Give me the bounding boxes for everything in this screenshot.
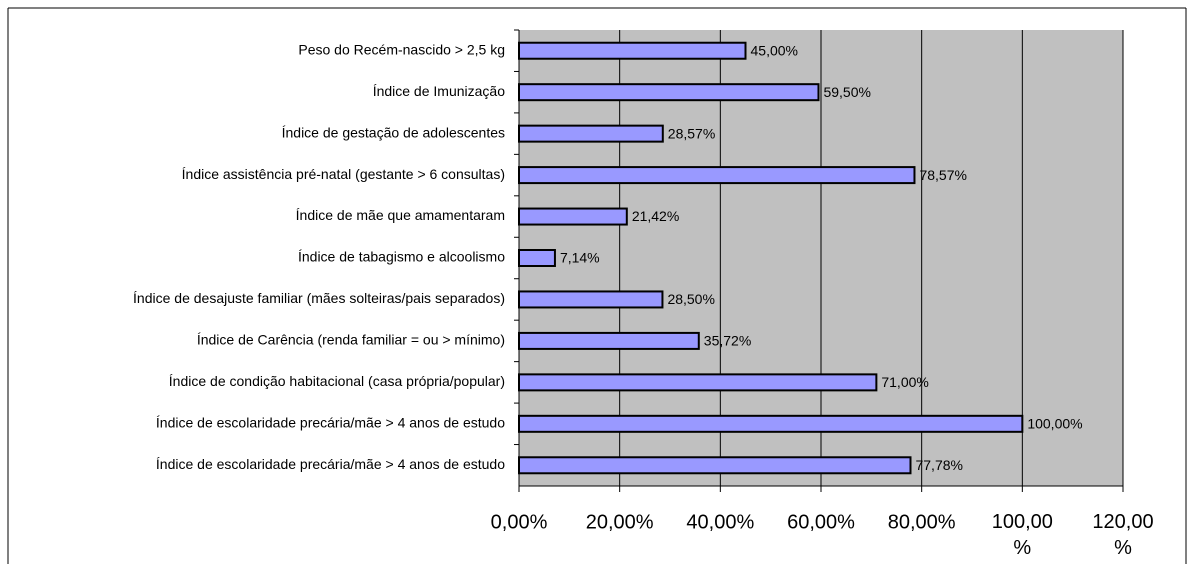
value-label: 100,00%	[1027, 416, 1082, 432]
bar	[518, 41, 747, 60]
x-tick-label: 0,00%	[491, 511, 548, 533]
value-label: 71,00%	[881, 374, 928, 390]
value-label: 28,50%	[667, 291, 714, 307]
y-tick-label: Índice de mãe que amamentaram	[296, 207, 505, 223]
value-label: 45,00%	[751, 42, 798, 58]
x-tick-label: 60,00%	[787, 511, 855, 533]
bar	[518, 290, 664, 309]
y-tick-label: Índice de Imunização	[373, 83, 506, 99]
x-tick-label-line: 100,00	[992, 511, 1053, 533]
bar	[518, 373, 878, 392]
y-tick-label: Índice de desajuste familiar (mães solte…	[133, 290, 505, 306]
y-tick-label: Índice de escolaridade precária/mãe > 4 …	[156, 415, 505, 431]
x-tick-label: 80,00%	[888, 511, 956, 533]
x-tick-label: 40,00%	[686, 511, 754, 533]
y-tick-label: Índice de condição habitacional (casa pr…	[169, 373, 505, 389]
bar	[518, 207, 628, 226]
value-label: 28,57%	[668, 125, 715, 141]
y-tick-label: Índice de gestação de adolescentes	[282, 124, 505, 140]
y-tick-label: Peso do Recém-nascido > 2,5 kg	[298, 41, 505, 57]
x-tick-label-line: %	[1114, 537, 1132, 559]
x-tick-label-line: 120,00	[1092, 511, 1153, 533]
bar	[518, 249, 556, 267]
bar	[518, 83, 820, 102]
x-tick-label: 120,00%	[1092, 511, 1153, 559]
value-label: 77,78%	[915, 457, 962, 473]
x-tick-label-line: %	[1013, 537, 1031, 559]
value-label: 78,57%	[919, 167, 966, 183]
y-tick-label: Índice de escolaridade precária/mãe > 4 …	[156, 456, 505, 472]
y-tick-label: Índice de Carência (renda familiar = ou …	[197, 332, 505, 348]
value-label: 35,72%	[704, 333, 751, 349]
y-tick-label: Índice assistência pré-natal (gestante >…	[182, 166, 505, 182]
bar	[518, 124, 664, 143]
bar	[518, 331, 700, 350]
y-tick-label: Índice de tabagismo e alcoolismo	[298, 249, 505, 265]
bar	[518, 456, 912, 475]
value-label: 59,50%	[823, 84, 870, 100]
x-tick-label: 100,00%	[992, 511, 1053, 559]
value-label: 21,42%	[632, 208, 679, 224]
bar	[518, 166, 916, 185]
value-label: 7,14%	[560, 250, 600, 266]
bar	[518, 414, 1024, 433]
x-tick-label: 20,00%	[586, 511, 654, 533]
